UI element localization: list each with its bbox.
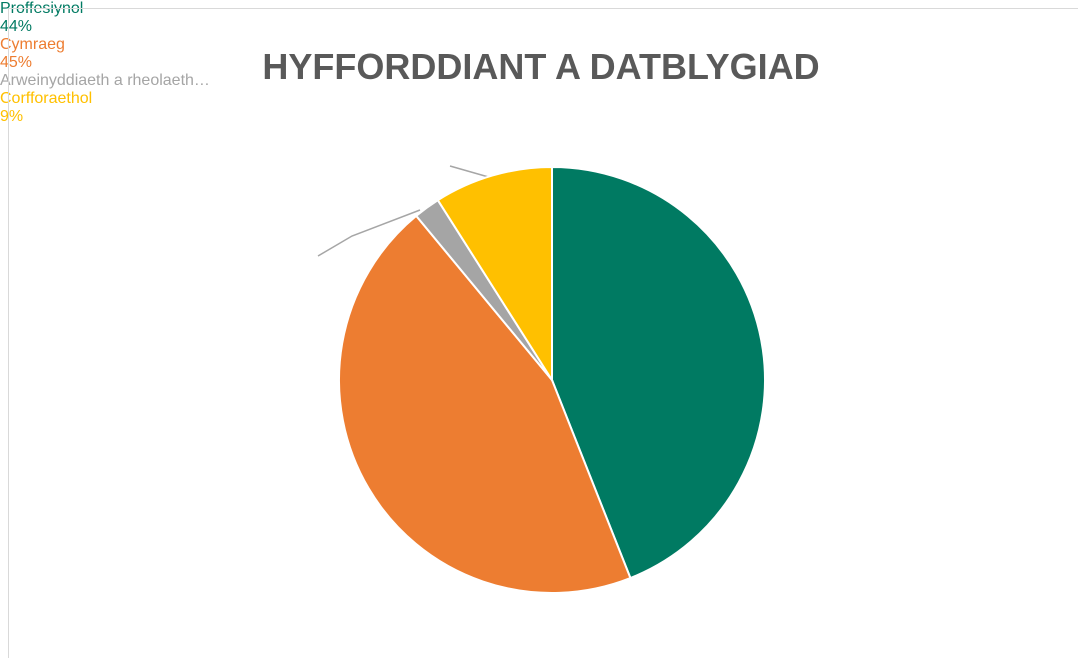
category-label: Arweinyddiaeth a rheolaeth… bbox=[0, 72, 210, 89]
pie-slice bbox=[338, 214, 632, 594]
chart-title: HYFFORDDIANT A DATBLYGIAD bbox=[262, 46, 820, 87]
pie-slice bbox=[551, 165, 766, 580]
data-label: Arweinyddiaeth a rheolaeth… bbox=[0, 72, 210, 90]
data-label: Corfforaethol 9% bbox=[0, 90, 200, 126]
leader-line bbox=[317, 209, 421, 257]
category-label: Cymraeg bbox=[0, 36, 65, 53]
chart-frame bbox=[8, 8, 1078, 658]
pie-slice bbox=[436, 165, 553, 384]
category-label: Corfforaethol bbox=[0, 90, 93, 107]
leader-line bbox=[449, 165, 493, 179]
value-label: 9% bbox=[0, 108, 24, 125]
